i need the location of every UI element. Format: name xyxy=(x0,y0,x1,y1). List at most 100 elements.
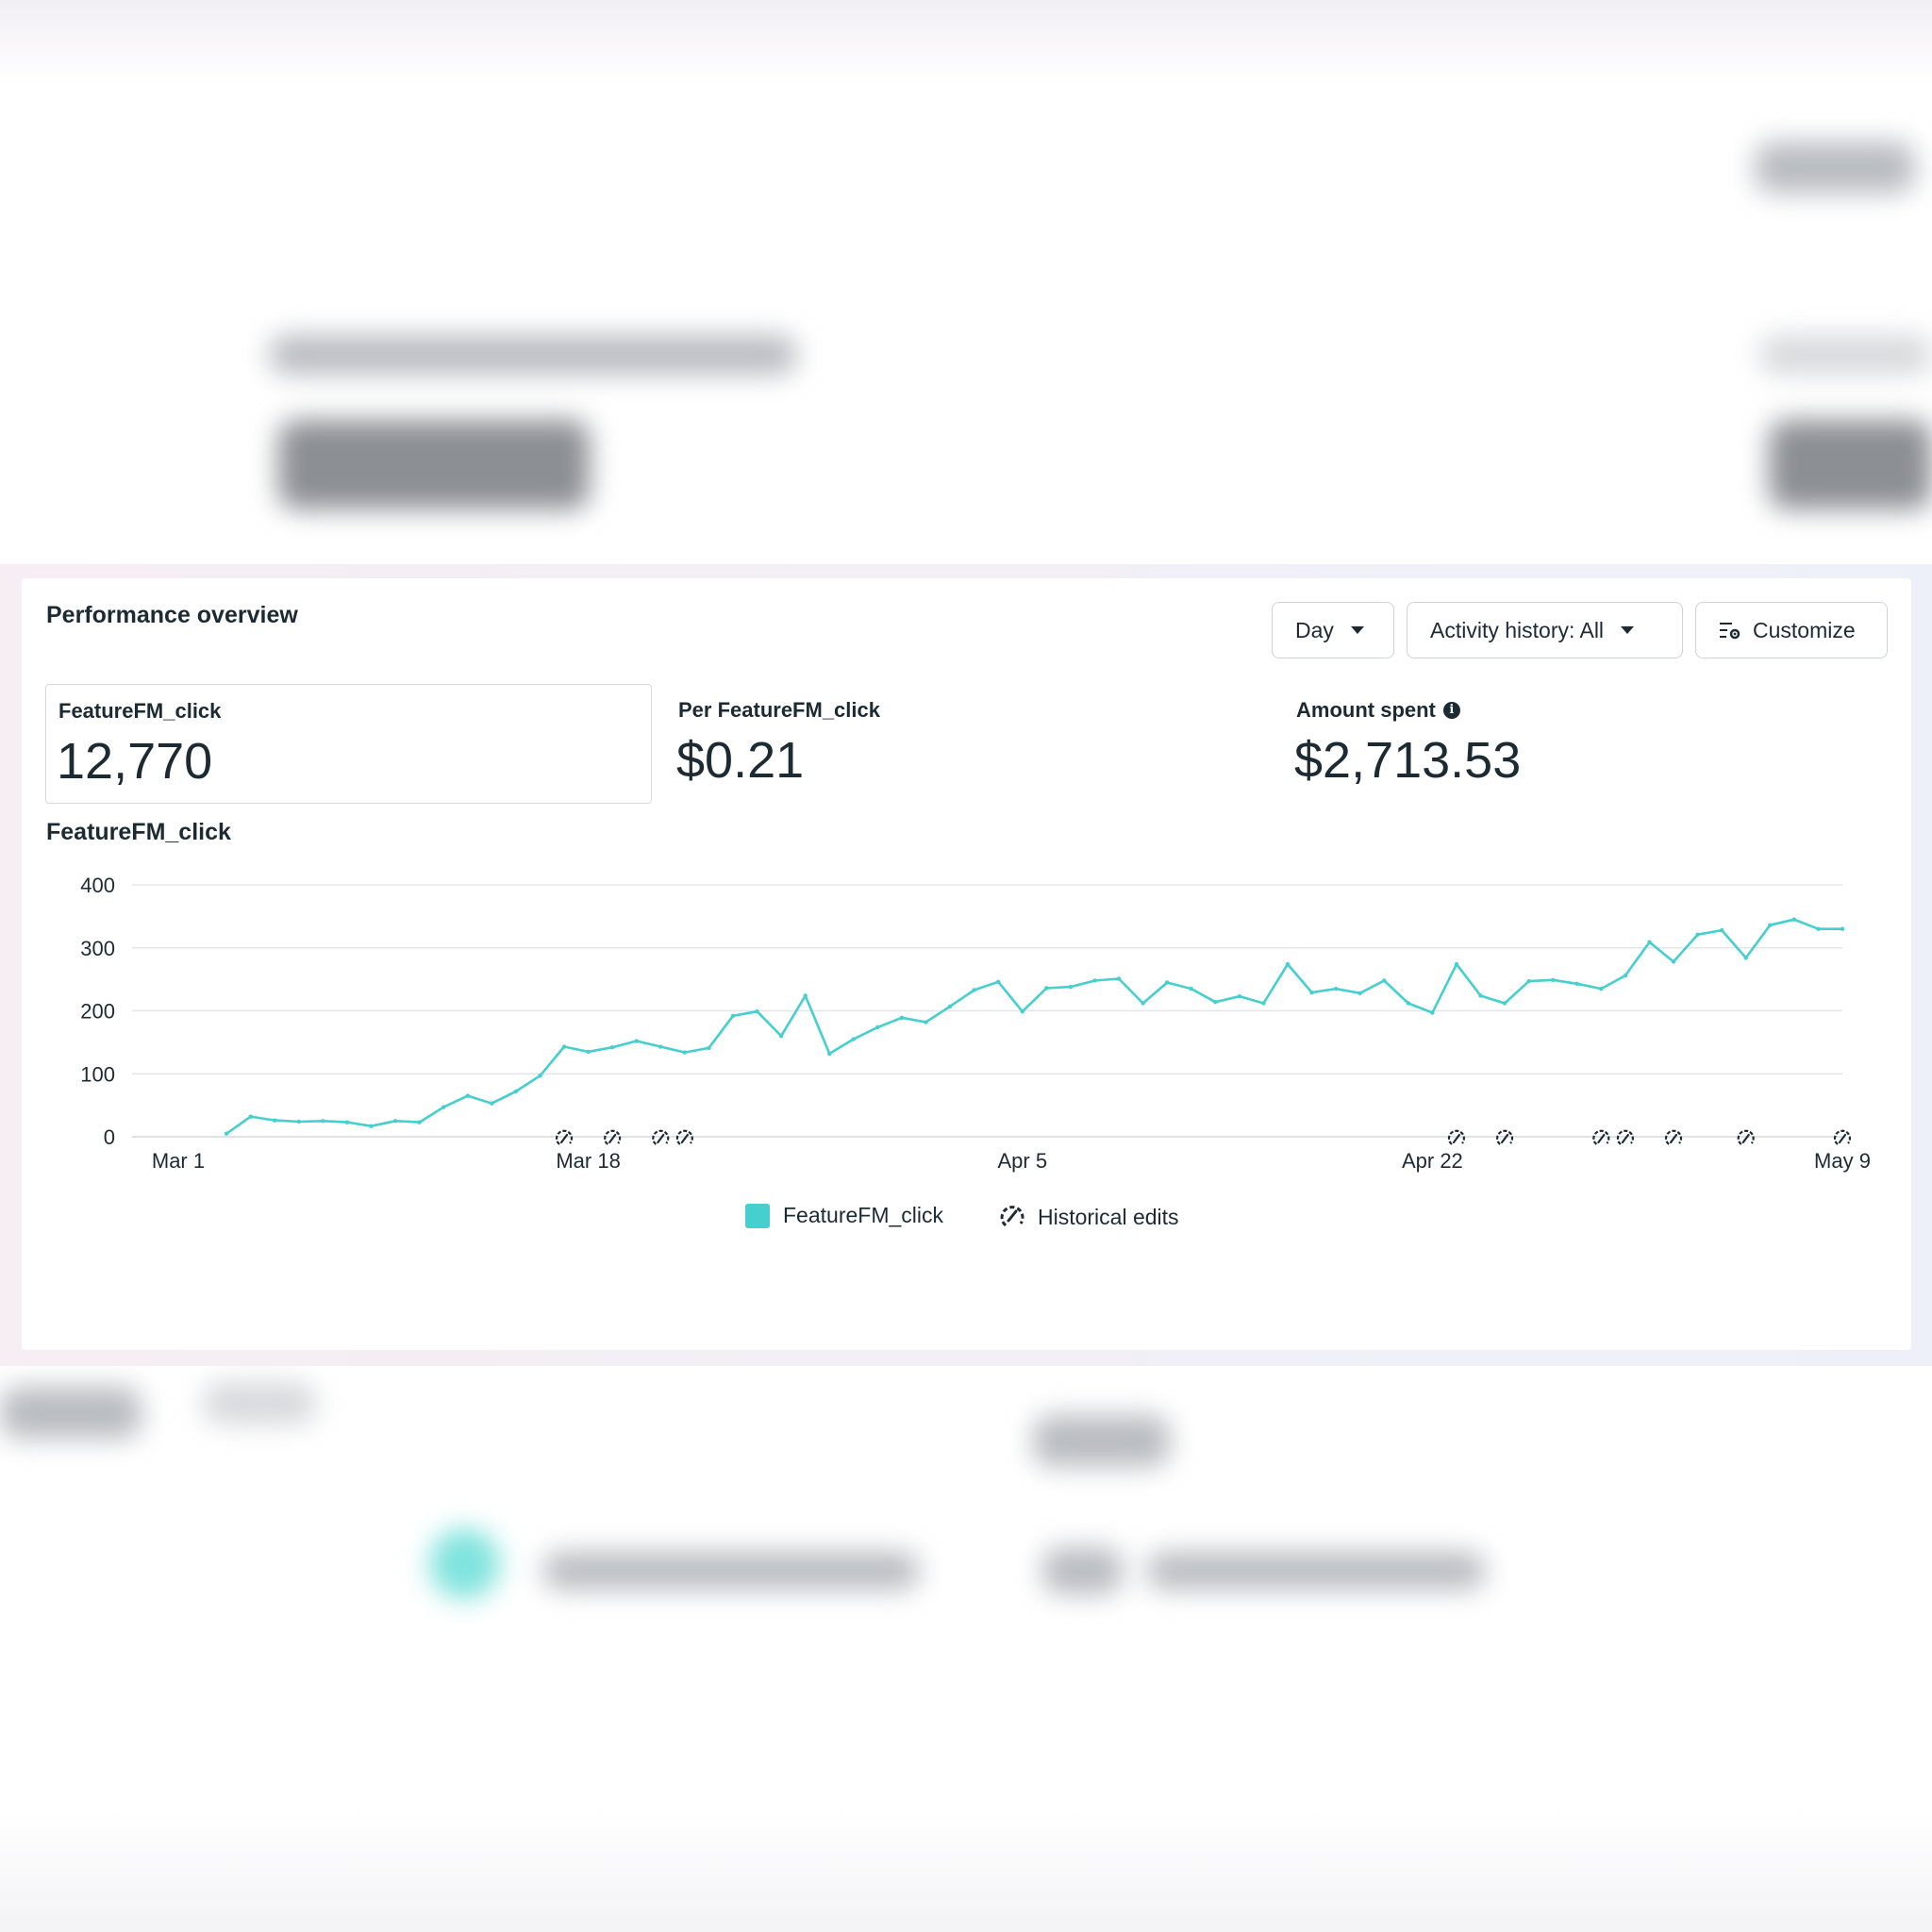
blurred-tab xyxy=(0,1387,142,1439)
data-point xyxy=(513,1089,519,1094)
historical-edit-marker[interactable] xyxy=(604,1129,622,1145)
data-point xyxy=(273,1118,277,1123)
metric-value: $0.21 xyxy=(676,732,805,789)
data-point xyxy=(1816,926,1821,931)
data-point xyxy=(803,993,808,998)
historical-edit-marker[interactable] xyxy=(675,1129,693,1145)
historical-edit-marker[interactable] xyxy=(1592,1129,1610,1145)
data-point xyxy=(417,1120,422,1124)
period-dropdown-label: Day xyxy=(1295,617,1334,642)
period-dropdown[interactable]: Day xyxy=(1272,602,1394,658)
blurred-value-right xyxy=(1769,420,1932,509)
data-point xyxy=(1526,978,1531,984)
data-point xyxy=(634,1039,639,1043)
customize-button[interactable]: Customize xyxy=(1695,602,1888,658)
data-point xyxy=(1430,1010,1435,1015)
info-icon[interactable]: i xyxy=(1442,702,1460,719)
data-point xyxy=(1574,981,1579,986)
data-point xyxy=(1189,986,1193,991)
activity-history-dropdown[interactable]: Activity history: All xyxy=(1407,602,1683,658)
metric-value: $2,713.53 xyxy=(1294,732,1522,789)
historical-edit-marker[interactable] xyxy=(1664,1129,1683,1145)
data-point xyxy=(875,1024,880,1030)
data-point xyxy=(1092,978,1097,983)
x-tick-label: Mar 1 xyxy=(152,1149,205,1173)
historical-edit-marker[interactable] xyxy=(1737,1129,1755,1145)
blurred-row-badge xyxy=(1042,1547,1123,1594)
data-point xyxy=(1478,993,1483,998)
data-point xyxy=(707,1045,711,1051)
chart-title: FeatureFM_click xyxy=(46,819,231,845)
metric-card-amount-spent[interactable]: Amount spent i $2,713.53 xyxy=(1284,684,1869,804)
y-tick-label: 0 xyxy=(104,1125,115,1149)
x-tick-label: Apr 5 xyxy=(997,1149,1047,1173)
metric-card-results[interactable]: FeatureFM_click 12,770 xyxy=(45,684,652,804)
data-point xyxy=(1333,986,1339,991)
y-tick-label: 300 xyxy=(80,937,115,960)
legend-item-historical-edits[interactable]: Historical edits xyxy=(998,1203,1179,1231)
customize-columns-icon xyxy=(1719,620,1741,641)
data-point xyxy=(561,1044,567,1049)
data-point xyxy=(1791,917,1797,922)
data-point xyxy=(1261,1001,1266,1006)
data-point xyxy=(1285,961,1291,967)
blurred-bottom-region xyxy=(0,1366,1932,1932)
blurred-heading xyxy=(269,335,797,375)
data-point xyxy=(899,1015,905,1021)
legend-label: Historical edits xyxy=(1038,1204,1179,1229)
data-point xyxy=(369,1124,374,1128)
data-point xyxy=(778,1034,784,1039)
historical-edit-marker[interactable] xyxy=(1833,1129,1852,1145)
data-point xyxy=(972,988,976,992)
data-point xyxy=(1599,986,1604,991)
historical-edit-marker[interactable] xyxy=(1495,1129,1514,1145)
blurred-tab-2 xyxy=(203,1382,316,1424)
blurred-button xyxy=(1755,142,1915,193)
data-point xyxy=(490,1101,494,1106)
data-point xyxy=(1768,923,1773,927)
data-point xyxy=(392,1119,398,1124)
data-point xyxy=(609,1045,615,1050)
data-point xyxy=(851,1037,857,1041)
activity-history-label: Activity history: All xyxy=(1430,617,1605,642)
historical-edit-marker[interactable] xyxy=(555,1129,574,1145)
data-point xyxy=(755,1008,759,1014)
data-point xyxy=(321,1119,325,1124)
data-point xyxy=(538,1074,542,1078)
metric-label: Amount spent i xyxy=(1296,698,1460,723)
panel-title: Performance overview xyxy=(46,602,298,628)
data-point xyxy=(1502,1001,1507,1006)
customize-label: Customize xyxy=(1753,617,1856,642)
blurred-row-text-2 xyxy=(1146,1552,1486,1590)
historical-edit-marker[interactable] xyxy=(652,1129,670,1145)
data-point xyxy=(248,1114,253,1119)
x-tick-label: Apr 22 xyxy=(1402,1149,1463,1173)
data-point xyxy=(658,1044,663,1049)
metric-label-text: Amount spent xyxy=(1296,698,1436,722)
data-point xyxy=(924,1020,928,1024)
data-point xyxy=(296,1119,302,1124)
series-line xyxy=(225,918,1844,1135)
historical-edit-marker[interactable] xyxy=(1447,1129,1465,1145)
metric-card-cost-per-result[interactable]: Per FeatureFM_click $0.21 xyxy=(666,684,1251,804)
data-point xyxy=(827,1051,832,1057)
data-point xyxy=(465,1093,470,1098)
data-point xyxy=(1840,926,1845,931)
data-point xyxy=(1695,932,1700,937)
data-point xyxy=(1237,993,1242,999)
x-tick-label: Mar 18 xyxy=(556,1149,620,1173)
data-point xyxy=(1357,991,1362,996)
data-point xyxy=(1309,990,1314,995)
data-point xyxy=(1116,976,1122,981)
data-point xyxy=(996,979,1001,984)
data-point xyxy=(1623,973,1628,978)
blurred-value xyxy=(278,420,590,509)
data-point xyxy=(1382,978,1387,983)
data-point xyxy=(586,1049,591,1055)
legend-label: FeatureFM_click xyxy=(783,1203,943,1227)
historical-edit-marker[interactable] xyxy=(1616,1129,1634,1145)
y-tick-label: 100 xyxy=(80,1062,115,1086)
data-point xyxy=(344,1120,350,1124)
data-point xyxy=(1213,999,1218,1005)
legend-item-series[interactable]: FeatureFM_click xyxy=(745,1203,943,1228)
